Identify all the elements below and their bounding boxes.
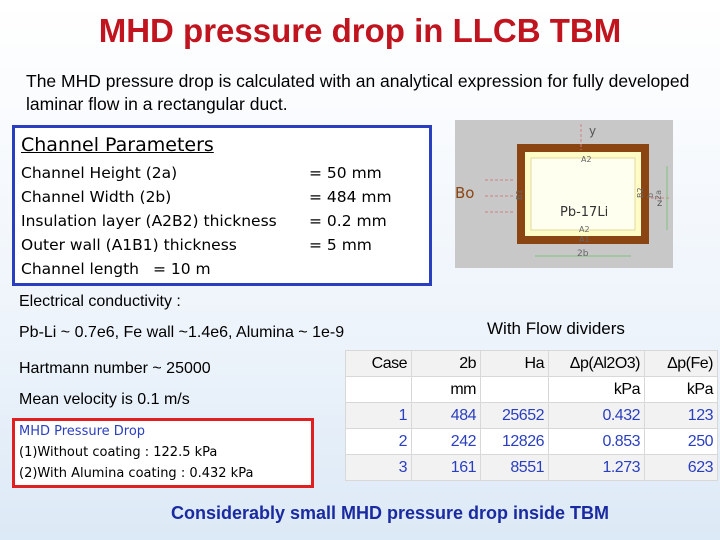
- table-cell: 12826: [480, 428, 549, 455]
- table-cell: 123: [644, 402, 718, 429]
- param-label: Insulation layer (A2B2) thickness: [21, 212, 277, 230]
- diagram-label: A2: [579, 225, 590, 234]
- table-cell: [345, 376, 412, 403]
- conductivity-heading: Electrical conductivity :: [19, 293, 181, 310]
- param-label: Channel Height (2a): [21, 164, 178, 182]
- param-row: Channel Width (2b) = 484 mm: [21, 188, 392, 206]
- table-caption: With Flow dividers: [487, 319, 625, 338]
- param-value: = 10 m: [152, 260, 211, 278]
- table-cell: 2b: [411, 350, 481, 377]
- diagram-label: y: [589, 124, 596, 138]
- diagram-label: Pb-17Li: [560, 205, 608, 220]
- duct-diagram: y A2 Bo B1 B2 b 2a z Pb-17Li A2 A1 2b: [455, 120, 673, 268]
- title: MHD pressure drop in LLCB TBM: [98, 12, 622, 49]
- param-row: Insulation layer (A2B2) thickness = 0.2 m…: [21, 212, 387, 230]
- table-cell: 25652: [480, 402, 549, 429]
- table-cell: mm: [411, 376, 481, 403]
- pressure-drop-line: (2)With Alumina coating : 0.432 kPa: [19, 466, 254, 481]
- results-table: Case 2b Ha Δp(Al2O3) Δp(Fe) mm kPa kPa 1 484 25652…: [345, 350, 718, 481]
- fluid-region: [530, 157, 636, 231]
- param-row: Outer wall (A1B1) thickness = 5 mm: [21, 236, 372, 254]
- table-cell: 242: [411, 428, 481, 455]
- table-cell: 484: [411, 402, 481, 429]
- table-row: Case 2b Ha Δp(Al2O3) Δp(Fe): [345, 350, 718, 377]
- table-cell: kPa: [548, 376, 645, 403]
- table-cell: 0.432: [548, 402, 645, 429]
- diagram-label: B1: [515, 189, 524, 200]
- table-cell: 2: [345, 428, 412, 455]
- param-label: Outer wall (A1B1) thickness: [21, 236, 237, 254]
- param-label: Channel length: [21, 260, 139, 278]
- param-label: Channel Width (2b): [21, 188, 172, 206]
- diagram-label: B2: [636, 187, 645, 198]
- diagram-label: z: [657, 198, 662, 209]
- diagram-label: A2: [581, 155, 592, 164]
- table-row: 2 242 12826 0.853 250: [345, 428, 718, 455]
- table-cell: 0.853: [548, 428, 645, 455]
- table-cell: 8551: [480, 454, 549, 481]
- table-cell: Case: [345, 350, 412, 377]
- param-row: Channel Height (2a) = 50 mm: [21, 164, 382, 182]
- diagram-label: b: [646, 193, 655, 198]
- table-row: mm kPa kPa: [345, 376, 718, 403]
- table-cell: kPa: [644, 376, 718, 403]
- param-value: = 50 mm: [309, 164, 382, 182]
- table-cell: 1.273: [548, 454, 645, 481]
- box-heading: Channel Parameters: [21, 134, 214, 156]
- table-row: 3 161 8551 1.273 623: [345, 454, 718, 481]
- velocity-text: Mean velocity is 0.1 m/s: [19, 391, 190, 408]
- table-cell: [480, 376, 549, 403]
- param-value: = 0.2 mm: [309, 212, 387, 230]
- conductivity-values: Pb-Li ~ 0.7e6, Fe wall ~1.4e6, Alumina ~…: [19, 324, 345, 341]
- table-cell: 623: [644, 454, 718, 481]
- param-row: Channel length = 10 m: [21, 260, 211, 278]
- table-cell: Δp(Al2O3): [548, 350, 645, 377]
- table-cell: Ha: [480, 350, 549, 377]
- param-value: = 5 mm: [309, 236, 372, 254]
- diagram-label: 2a: [654, 190, 663, 200]
- diagram-label: 2b: [577, 249, 589, 259]
- intro-text: The MHD pressure drop is calculated with…: [26, 71, 690, 114]
- box-heading: MHD Pressure Drop: [19, 424, 146, 439]
- channel-parameters-box: Channel Parameters Channel Height (2a) = …: [12, 125, 432, 286]
- table-cell: Δp(Fe): [644, 350, 718, 377]
- diagram-label: Bo: [455, 184, 474, 202]
- table-cell: 250: [644, 428, 718, 455]
- param-value: = 484 mm: [309, 188, 392, 206]
- table-row: 1 484 25652 0.432 123: [345, 402, 718, 429]
- pressure-drop-box: MHD Pressure Drop (1)Without coating : 1…: [12, 418, 314, 488]
- hartmann-text: Hartmann number ~ 25000: [19, 360, 211, 377]
- conclusion: Considerably small MHD pressure drop ins…: [170, 503, 610, 523]
- table-cell: 1: [345, 402, 412, 429]
- table-cell: 3: [345, 454, 412, 481]
- diagram-label: A1: [579, 235, 590, 244]
- table-cell: 161: [411, 454, 481, 481]
- pressure-drop-line: (1)Without coating : 122.5 kPa: [19, 445, 218, 460]
